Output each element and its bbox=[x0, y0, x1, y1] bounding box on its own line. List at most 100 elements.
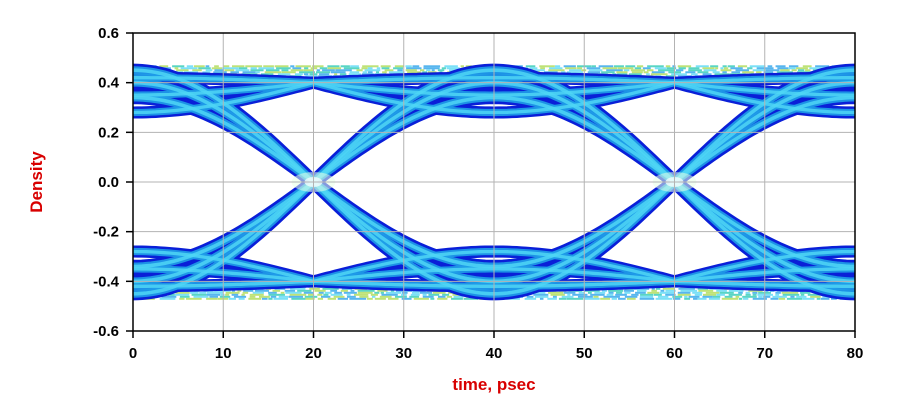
noise-band-top bbox=[727, 65, 735, 68]
noise-band-bottom bbox=[370, 293, 378, 296]
level-trace bbox=[674, 279, 855, 288]
noise-band-bottom bbox=[659, 291, 675, 294]
noise-band-bottom bbox=[524, 297, 537, 300]
noise-band-top bbox=[394, 65, 405, 68]
noise-band-top bbox=[688, 67, 700, 70]
noise-band-bottom bbox=[603, 295, 620, 298]
noise-band-top bbox=[180, 67, 198, 70]
noise-band-bottom bbox=[800, 291, 811, 294]
noise-band-top bbox=[601, 71, 615, 74]
transition-trace bbox=[854, 70, 855, 77]
noise-band-bottom bbox=[174, 293, 190, 296]
noise-band-bottom bbox=[624, 289, 634, 292]
transition-trace bbox=[855, 83, 900, 282]
noise-band-bottom bbox=[694, 293, 702, 296]
noise-band-bottom bbox=[357, 291, 373, 294]
noise-band-top bbox=[260, 73, 274, 76]
noise-band-top bbox=[265, 69, 280, 72]
noise-band-bottom bbox=[693, 297, 698, 300]
noise-band-bottom bbox=[309, 287, 320, 290]
level-trace bbox=[133, 249, 314, 283]
noise-band-top bbox=[381, 67, 390, 70]
noise-band-bottom bbox=[721, 297, 739, 300]
noise-band-top bbox=[815, 65, 830, 68]
noise-band-top bbox=[688, 69, 702, 72]
noise-band-bottom bbox=[297, 289, 312, 292]
noise-band-top bbox=[614, 65, 624, 68]
noise-band-bottom bbox=[225, 293, 230, 296]
level-trace bbox=[133, 76, 314, 85]
noise-band-top bbox=[650, 73, 668, 76]
noise-band-bottom bbox=[413, 297, 429, 300]
noise-band-top bbox=[634, 67, 642, 70]
noise-band-bottom bbox=[243, 289, 254, 292]
noise-band-bottom bbox=[665, 289, 676, 292]
noise-band-top bbox=[588, 69, 603, 72]
noise-band-bottom bbox=[651, 287, 655, 290]
noise-band-top bbox=[367, 71, 373, 74]
noise-band-bottom bbox=[419, 291, 433, 294]
noise-band-bottom bbox=[268, 293, 285, 296]
noise-band-top bbox=[731, 71, 741, 74]
noise-band-bottom bbox=[238, 297, 245, 300]
noise-band-bottom bbox=[587, 291, 592, 294]
noise-band-bottom bbox=[533, 293, 549, 296]
noise-band-top bbox=[316, 71, 331, 74]
noise-band-bottom bbox=[317, 297, 324, 300]
noise-band-top bbox=[776, 71, 793, 74]
noise-band-top bbox=[449, 69, 456, 72]
noise-band-bottom bbox=[786, 297, 803, 300]
noise-band-top bbox=[666, 67, 677, 70]
noise-band-bottom bbox=[800, 293, 805, 296]
noise-band-top bbox=[646, 73, 650, 76]
noise-band-top bbox=[630, 69, 646, 72]
transition-trace bbox=[855, 98, 900, 267]
noise-band-top bbox=[420, 69, 425, 72]
noise-band-bottom bbox=[334, 291, 342, 294]
noise-band-bottom bbox=[261, 297, 268, 300]
noise-band-top bbox=[192, 69, 202, 72]
noise-band-bottom bbox=[752, 291, 758, 294]
noise-band-bottom bbox=[662, 287, 675, 290]
noise-band-bottom bbox=[322, 287, 339, 290]
noise-band-bottom bbox=[359, 295, 369, 298]
noise-band-top bbox=[214, 69, 224, 72]
noise-band-bottom bbox=[330, 289, 338, 292]
noise-band-bottom bbox=[225, 291, 240, 294]
noise-band-top bbox=[623, 69, 630, 72]
noise-band-top bbox=[642, 67, 651, 70]
noise-band-top bbox=[756, 71, 762, 74]
noise-band-top bbox=[652, 65, 664, 68]
transition-trace bbox=[855, 83, 900, 282]
noise-band-top bbox=[214, 65, 219, 68]
noise-band-top bbox=[294, 73, 303, 76]
noise-band-top bbox=[730, 67, 743, 70]
noise-band-top bbox=[636, 65, 644, 68]
noise-band-bottom bbox=[367, 297, 373, 300]
noise-band-top bbox=[548, 69, 565, 72]
level-trace bbox=[674, 249, 855, 283]
noise-band-bottom bbox=[618, 297, 626, 300]
noise-band-top bbox=[702, 73, 712, 76]
noise-band-top bbox=[304, 67, 309, 70]
noise-band-top bbox=[710, 65, 719, 68]
noise-band-top bbox=[316, 69, 320, 72]
y-tick-label: -0.2 bbox=[93, 224, 119, 241]
noise-band-top bbox=[319, 67, 328, 70]
noise-band-bottom bbox=[179, 297, 185, 300]
noise-band-top bbox=[222, 67, 239, 70]
noise-band-bottom bbox=[220, 293, 225, 296]
noise-band-bottom bbox=[697, 287, 709, 290]
noise-band-bottom bbox=[639, 295, 654, 298]
noise-band-top bbox=[364, 69, 381, 72]
noise-band-top bbox=[350, 65, 359, 68]
noise-band-top bbox=[305, 75, 318, 78]
noise-band-bottom bbox=[388, 297, 399, 300]
noise-band-bottom bbox=[430, 297, 435, 300]
noise-band-bottom bbox=[409, 295, 420, 298]
noise-band-top bbox=[242, 71, 256, 74]
noise-band-bottom bbox=[680, 289, 698, 292]
noise-band-bottom bbox=[446, 295, 452, 298]
noise-band-bottom bbox=[802, 297, 815, 300]
